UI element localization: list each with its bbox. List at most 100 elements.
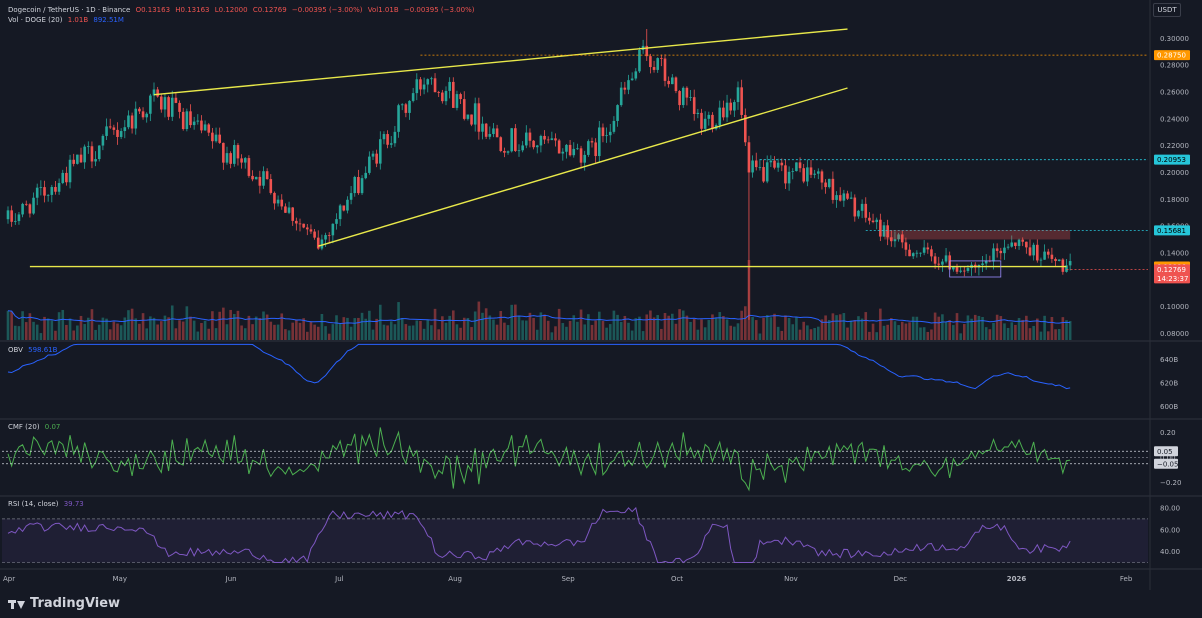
candle-body — [1043, 251, 1046, 260]
candle — [561, 148, 565, 161]
volume-bar — [780, 330, 784, 340]
candle-body — [313, 231, 316, 238]
candle — [116, 122, 119, 145]
candle — [930, 245, 933, 262]
volume-bar — [499, 311, 503, 340]
price-badge — [1154, 264, 1190, 275]
supply-zone — [884, 230, 1071, 240]
candle-body — [1006, 246, 1010, 248]
candle-body — [503, 150, 506, 153]
volume-bar — [364, 318, 367, 340]
candle — [10, 205, 13, 227]
candle — [200, 115, 203, 134]
candle-body — [656, 58, 659, 70]
candle — [517, 144, 521, 157]
candle — [441, 89, 444, 104]
candle — [76, 154, 79, 165]
candle — [430, 76, 433, 85]
volume-bar — [291, 322, 294, 340]
candle — [149, 93, 152, 122]
candle-body — [787, 171, 791, 184]
cmf-level-badge — [1154, 446, 1178, 457]
candle — [170, 90, 174, 121]
volume-label: Vol · DOGE (20) — [8, 16, 63, 24]
ohlc-volume: Vol1.01B — [367, 6, 399, 14]
candle-body — [897, 234, 900, 240]
tradingview-logo[interactable]: TradingView — [8, 596, 120, 611]
candle — [97, 145, 101, 162]
candle-body — [415, 79, 419, 94]
candle — [251, 170, 254, 182]
candle-body — [539, 135, 543, 146]
cmf-level-label: 0.05 — [1157, 448, 1173, 456]
candle — [452, 77, 455, 108]
indicator-tick-label: 60.00 — [1160, 526, 1180, 534]
volume-bar — [324, 326, 327, 340]
candle-body — [368, 156, 371, 173]
candle-body — [254, 176, 258, 180]
candle — [623, 81, 627, 95]
candle-body — [101, 135, 105, 146]
volume-bar — [316, 326, 320, 340]
candle-body — [397, 105, 400, 132]
candle — [313, 229, 316, 240]
candle-body — [733, 102, 736, 111]
candle-body — [849, 197, 853, 199]
volume-bar — [127, 310, 130, 340]
candle-body — [218, 134, 221, 143]
currency-button[interactable]: USDT — [1153, 3, 1181, 17]
candle — [813, 169, 816, 179]
rsi-band — [2, 518, 1148, 563]
volume-bar — [897, 325, 900, 340]
volume-bar — [68, 318, 72, 340]
volume-bar — [225, 324, 229, 340]
candle — [1006, 243, 1010, 250]
candle — [386, 130, 389, 149]
volume-bar — [1068, 321, 1072, 340]
time-tick-label: Sep — [561, 575, 575, 583]
candle-body — [827, 178, 831, 188]
candle-body — [331, 223, 335, 236]
candle — [550, 131, 554, 141]
candle — [594, 138, 597, 163]
volume-bar — [930, 329, 933, 340]
candle — [904, 237, 908, 257]
candle — [627, 74, 630, 95]
indicator-tick-label: −0.20 — [1160, 479, 1181, 487]
price-tick-label: 0.22000 — [1160, 142, 1189, 150]
volume-bar — [229, 309, 232, 340]
candle-body — [21, 203, 24, 215]
candle — [269, 174, 273, 195]
volume-bar — [119, 325, 123, 340]
volume-bar — [543, 314, 546, 340]
volume-bar — [233, 314, 236, 340]
candle — [364, 166, 367, 180]
price-label-level-1: 0.20953 — [1157, 156, 1186, 164]
candle-body — [944, 255, 948, 262]
candle-body — [211, 132, 214, 142]
candle-body — [1057, 259, 1061, 262]
volume-bar — [276, 324, 280, 340]
price-badge — [1154, 225, 1190, 236]
volume-bar — [262, 311, 265, 340]
volume-bar — [269, 321, 273, 340]
volume-bar — [663, 313, 667, 340]
candle — [1025, 241, 1028, 254]
candle — [835, 191, 838, 208]
volume-bar — [623, 315, 627, 340]
volume-bar — [1032, 325, 1035, 340]
volume-bar — [754, 320, 758, 340]
candle-body — [357, 176, 360, 194]
candle-body — [667, 80, 670, 85]
volume-bar — [6, 310, 10, 340]
candle-body — [284, 206, 287, 213]
volume-bar — [904, 323, 908, 340]
candle-body — [776, 162, 780, 168]
candle-body — [576, 148, 579, 150]
indicator-tick-label: 80.00 — [1160, 504, 1180, 512]
candle-body — [561, 151, 565, 154]
candle-body — [747, 142, 751, 173]
candle-body — [798, 162, 802, 169]
candle — [503, 147, 506, 158]
